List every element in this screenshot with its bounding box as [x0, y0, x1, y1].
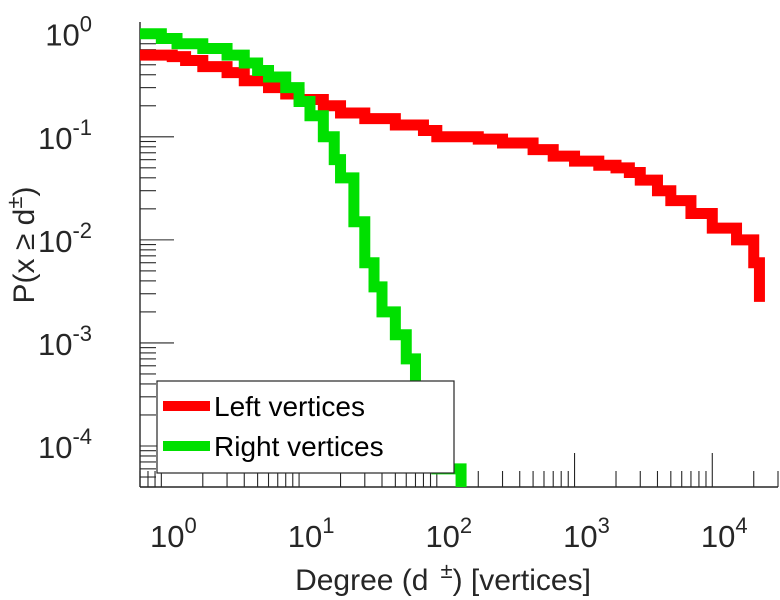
x-tick-label: 102: [425, 513, 472, 554]
y-tick-label: 100: [45, 12, 92, 53]
legend-entry-left-vertices: Left vertices: [163, 391, 365, 422]
y-tick-label: 10-3: [38, 321, 92, 362]
y-tick-label: 10-1: [38, 115, 92, 156]
y-tick-label: 10-2: [38, 218, 92, 259]
x-tick-label: 100: [150, 513, 197, 554]
x-tick-label: 101: [288, 513, 335, 554]
legend-label-right: Right vertices: [214, 431, 384, 462]
legend: Left vertices Right vertices: [156, 380, 455, 474]
legend-label-left: Left vertices: [214, 391, 365, 422]
legend-entry-right-vertices: Right vertices: [163, 431, 384, 462]
x-tick-label: 103: [563, 513, 610, 554]
x-axis-title: Degree (d ±) [vertices]: [295, 558, 591, 597]
y-tick-label: 10-4: [38, 424, 92, 465]
tick-labels: 100 101 102 103 104 100 10-1 10-2 10-3 10-4: [38, 12, 748, 554]
x-tick-label: 104: [701, 513, 748, 554]
legend-box: [156, 380, 455, 474]
series-line-left-vertices: [140, 49, 765, 302]
y-axis-title: P(x ≥ d±): [2, 187, 41, 304]
